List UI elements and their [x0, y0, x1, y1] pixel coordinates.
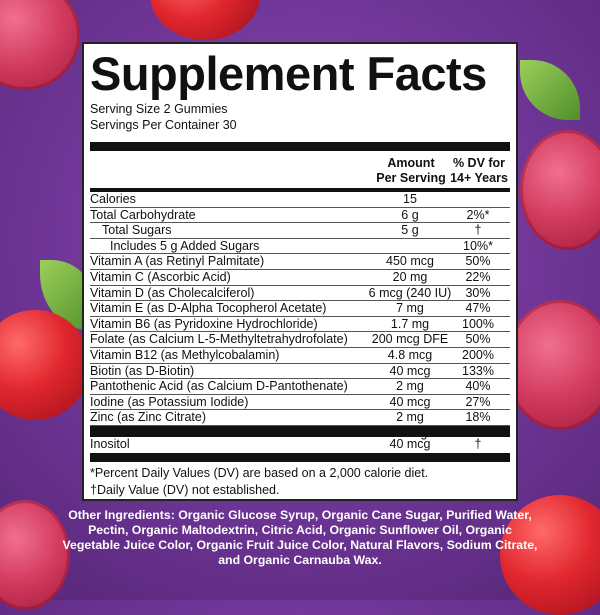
table-row: Vitamin B6 (as Pyridoxine Hydrochloride)… — [90, 317, 510, 333]
table-row: Vitamin B12 (as Methylcobalamin) 4.8 mcg 2… — [90, 348, 510, 364]
supplement-facts-label: Supplement Facts Serving Size 2 Gummies … — [82, 42, 518, 501]
nutrient-amount: 40 mcg — [389, 363, 431, 378]
table-row: Vitamin E (as D-Alpha Tocopherol Acetate… — [90, 301, 510, 317]
nutrient-name: Zinc (as Zinc Citrate) — [90, 410, 206, 425]
nutrient-name: Pantothenic Acid (as Calcium D-Pantothen… — [90, 379, 348, 394]
footnote-not-established: †Daily Value (DV) not established. — [90, 483, 280, 497]
table-row: Total Carbohydrate 6 g 2%* — [90, 208, 510, 224]
nutrient-dv: 47% — [465, 301, 491, 316]
nutrient-name: Vitamin C (Ascorbic Acid) — [90, 269, 231, 284]
nutrient-name: Folate (as Calcium L-5-Methyltetrahydrof… — [90, 332, 348, 347]
nutrient-amount: 2 mg — [396, 410, 424, 425]
nutrient-name: Vitamin B6 (as Pyridoxine Hydrochloride) — [90, 316, 318, 331]
nutrient-name: Includes 5 g Added Sugars — [110, 238, 260, 253]
leaf-image — [520, 60, 580, 120]
table-row: Total Sugars 5 g † — [90, 223, 510, 239]
nutrient-name: Inositol — [90, 437, 130, 451]
nutrient-dv: 27% — [465, 394, 491, 409]
divider-thick — [90, 142, 510, 151]
nutrient-dv: 22% — [465, 269, 491, 284]
nutrient-amount: 40 mcg — [389, 437, 431, 451]
raspberry-image — [505, 300, 600, 430]
nutrient-amount: 6 g — [401, 207, 419, 222]
nutrient-amount: 40 mcg — [389, 394, 431, 409]
cherry-image — [0, 310, 90, 420]
nutrient-name: Vitamin E (as D-Alpha Tocopherol Acetate… — [90, 301, 327, 316]
nutrient-amount: 7 mg — [396, 301, 424, 316]
divider-medium — [90, 188, 510, 192]
nutrient-dv: † — [474, 223, 482, 238]
serving-size: Serving Size 2 Gummies — [90, 102, 228, 116]
cherry-image — [500, 495, 600, 615]
nutrient-dv: 30% — [465, 285, 491, 300]
table-row: Inositol 40 mcg † — [90, 437, 510, 452]
nutrient-dv: 50% — [465, 254, 491, 269]
divider-thick — [90, 426, 510, 437]
cherry-image — [150, 0, 260, 40]
nutrient-dv: 2%* — [466, 207, 490, 222]
nutrient-dv: 200% — [462, 347, 494, 362]
nutrient-amount: 450 mcg — [386, 254, 434, 269]
header-dv: % DV for 14+ Years — [444, 156, 514, 186]
nutrient-name: Vitamin B12 (as Methylcobalamin) — [90, 347, 280, 362]
table-row: Vitamin D (as Cholecalciferol) 6 mcg (240… — [90, 286, 510, 302]
raspberry-image — [0, 0, 80, 90]
nutrient-dv: 40% — [465, 379, 491, 394]
footnote-dv: *Percent Daily Values (DV) are based on … — [90, 466, 429, 480]
header-amount-line1: Amount — [387, 156, 435, 170]
servings-per-container: Servings Per Container 30 — [90, 118, 237, 132]
nutrient-dv: 133% — [462, 363, 494, 378]
nutrient-name: Biotin (as D-Biotin) — [90, 363, 195, 378]
table-row: Calories 15 — [90, 192, 510, 208]
header-amount-line2: Per Serving — [376, 171, 446, 185]
nutrient-name: Total Carbohydrate — [90, 207, 196, 222]
nutrient-name: Iodine (as Potassium Iodide) — [90, 394, 249, 409]
nutrient-name: Calories — [90, 192, 136, 206]
nutrient-table: Calories 15 Total Carbohydrate 6 g 2%* Total … — [90, 192, 510, 441]
nutrient-amount: 6 mcg (240 IU) — [368, 285, 452, 300]
nutrient-amount: 2 mg — [396, 379, 424, 394]
table-row: Vitamin A (as Retinyl Palmitate) 450 mcg 5… — [90, 254, 510, 270]
nutrient-amount: 4.8 mcg — [387, 347, 433, 362]
table-row: Zinc (as Zinc Citrate) 2 mg 18% — [90, 410, 510, 426]
nutrient-name: Vitamin A (as Retinyl Palmitate) — [90, 254, 265, 269]
nutrient-dv: † — [474, 437, 482, 451]
table-row: Vitamin C (Ascorbic Acid) 20 mg 22% — [90, 270, 510, 286]
other-ingredients: Other Ingredients: Organic Glucose Syrup… — [62, 508, 538, 567]
table-row: Folate (as Calcium L-5-Methyltetrahydrof… — [90, 332, 510, 348]
header-amount: Amount Per Serving — [356, 156, 466, 186]
label-title: Supplement Facts — [90, 47, 487, 100]
nutrient-dv: 10%* — [463, 238, 493, 253]
header-dv-line1: % DV for — [452, 156, 506, 170]
nutrient-dv: 50% — [465, 332, 491, 347]
extra-nutrient-table: Inositol 40 mcg † — [90, 437, 510, 452]
nutrient-name: Vitamin D (as Cholecalciferol) — [90, 285, 255, 300]
divider-thick — [90, 453, 510, 462]
table-row: Biotin (as D-Biotin) 40 mcg 133% — [90, 364, 510, 380]
nutrient-dv: 100% — [462, 316, 494, 331]
nutrient-amount: 1.7 mg — [390, 316, 430, 331]
nutrient-dv: 18% — [465, 410, 491, 425]
nutrient-amount: 200 mcg DFE — [371, 332, 449, 347]
header-dv-line2: 14+ Years — [450, 171, 508, 185]
nutrient-amount: 15 — [403, 192, 417, 206]
nutrient-name: Total Sugars — [102, 223, 172, 238]
table-row: Iodine (as Potassium Iodide) 40 mcg 27% — [90, 395, 510, 411]
table-row: Pantothenic Acid (as Calcium D-Pantothen… — [90, 379, 510, 395]
raspberry-image — [520, 130, 600, 250]
raspberry-image — [0, 500, 70, 610]
nutrient-amount: 20 mg — [392, 269, 428, 284]
nutrient-amount: 5 g — [401, 223, 419, 238]
table-row: Includes 5 g Added Sugars 10%* — [90, 239, 510, 255]
